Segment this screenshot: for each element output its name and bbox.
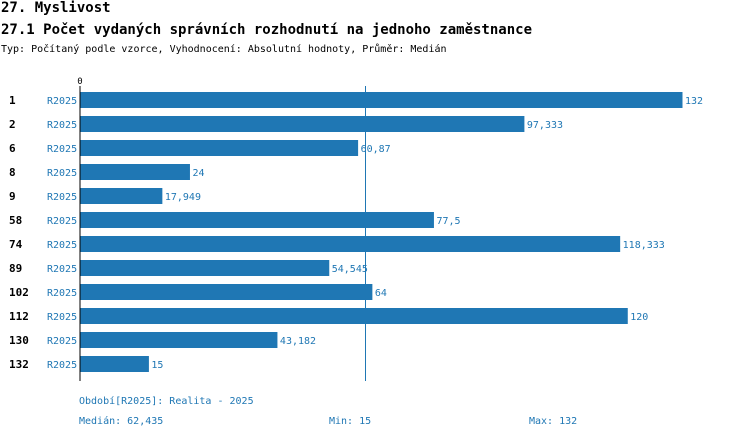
category-label: 58 <box>9 214 22 227</box>
series-label: R2025 <box>47 144 77 155</box>
bar[interactable] <box>80 188 163 204</box>
value-label: 120 <box>630 312 648 323</box>
value-label: 64 <box>375 288 387 299</box>
category-label: 89 <box>9 262 22 275</box>
category-label: 6 <box>9 142 16 155</box>
bar[interactable] <box>80 164 190 180</box>
bar[interactable] <box>80 308 628 324</box>
bar[interactable] <box>80 284 373 300</box>
series-label: R2025 <box>47 96 77 107</box>
value-label: 77,5 <box>436 216 460 227</box>
bar[interactable] <box>80 140 359 156</box>
category-label: 102 <box>9 286 29 299</box>
series-label: R2025 <box>47 120 77 131</box>
category-label: 9 <box>9 190 16 203</box>
bar[interactable] <box>80 356 149 372</box>
category-label: 2 <box>9 118 16 131</box>
value-label: 132 <box>685 96 703 107</box>
value-label: 43,182 <box>280 336 316 347</box>
bar[interactable] <box>80 260 330 276</box>
series-label: R2025 <box>47 168 77 179</box>
value-label: 60,87 <box>361 144 391 155</box>
max-stat: Max: 132 <box>529 416 578 427</box>
category-label: 74 <box>9 238 23 251</box>
chart-meta: Typ: Počítaný podle vzorce, Vyhodnocení:… <box>1 44 447 55</box>
category-label: 8 <box>9 166 16 179</box>
bar[interactable] <box>80 332 278 348</box>
period-legend: Období[R2025]: Realita - 2025 <box>79 396 254 407</box>
category-label: 1 <box>9 94 16 107</box>
value-label: 24 <box>192 168 204 179</box>
value-label: 54,545 <box>332 264 368 275</box>
section-title: 27. Myslivost <box>1 0 111 16</box>
value-label: 17,949 <box>165 192 201 203</box>
category-label: 130 <box>9 334 29 347</box>
series-label: R2025 <box>47 192 77 203</box>
value-label: 15 <box>151 360 163 371</box>
axis-origin-label: 0 <box>77 77 82 87</box>
category-label: 132 <box>9 358 29 371</box>
bar[interactable] <box>80 92 683 108</box>
bar[interactable] <box>80 236 621 252</box>
value-label: 97,333 <box>527 120 563 131</box>
series-label: R2025 <box>47 288 77 299</box>
bar[interactable] <box>80 212 434 228</box>
series-label: R2025 <box>47 264 77 275</box>
min-stat: Min: 15 <box>329 416 372 427</box>
category-label: 112 <box>9 310 29 323</box>
series-label: R2025 <box>47 360 77 371</box>
series-label: R2025 <box>47 240 77 251</box>
chart-title: 27.1 Počet vydaných správních rozhodnutí… <box>1 22 533 38</box>
series-label: R2025 <box>47 336 77 347</box>
series-label: R2025 <box>47 216 77 227</box>
series-label: R2025 <box>47 312 77 323</box>
bar[interactable] <box>80 116 525 132</box>
value-label: 118,333 <box>623 240 665 251</box>
median-stat: Medián: 62,435 <box>79 416 164 427</box>
